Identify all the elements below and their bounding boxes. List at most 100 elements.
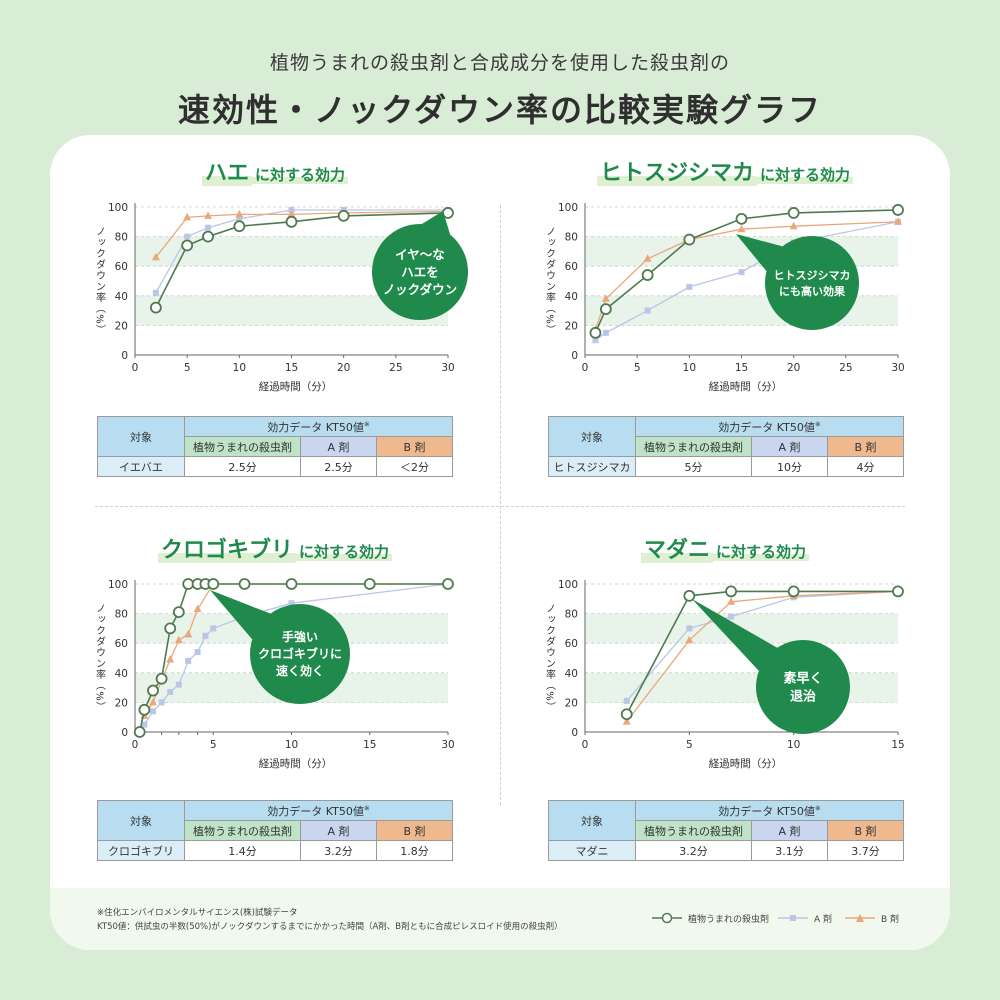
y-tick-label: 20 xyxy=(115,320,128,332)
y-tick-label: 100 xyxy=(558,202,578,214)
point-plant xyxy=(285,578,298,590)
callout-text: ヒトスジシマカ xyxy=(774,269,851,282)
x-tick-label: 5 xyxy=(686,739,693,751)
point-a xyxy=(152,289,159,296)
legend-label-a: A 剤 xyxy=(814,914,833,925)
panel-title-main: ハエ xyxy=(201,161,252,186)
callout-text: 退治 xyxy=(790,689,816,705)
table-data-header-label: 効力データ KT50値 xyxy=(718,804,815,818)
point-plant xyxy=(285,215,298,228)
col-plant: 植物うまれの殺虫剤 xyxy=(635,820,752,841)
point-plant xyxy=(683,589,696,602)
panel-title-suffix: に対する効力 xyxy=(713,543,810,561)
y-tick-label: 60 xyxy=(565,261,578,273)
point-a xyxy=(210,625,217,632)
x-tick-label: 25 xyxy=(839,362,852,374)
point-plant xyxy=(155,672,168,685)
table-data-header: 効力データ KT50値※ xyxy=(634,800,905,821)
callout-text: にも高い効果 xyxy=(779,284,845,298)
x-tick-label: 25 xyxy=(389,362,402,374)
point-a xyxy=(644,307,651,314)
y-tick-label: 60 xyxy=(115,638,128,650)
legend-marker-b-icon xyxy=(845,914,875,922)
point-plant xyxy=(599,303,612,316)
point-a xyxy=(236,215,243,222)
table-data-header-label: 効力データ KT50値 xyxy=(718,420,815,434)
kt50-table-mosquito: 対象 効力データ KT50値※ 植物うまれの殺虫剤 A 剤 B 剤 ヒトスジシマ… xyxy=(548,416,905,477)
point-plant xyxy=(238,578,251,590)
footer-note-source: ※住化エンバイロメンタルサイエンス(株)試験データ xyxy=(97,908,298,918)
x-tick-label: 15 xyxy=(285,362,298,374)
x-tick-label: 15 xyxy=(891,739,904,751)
y-tick-label: 80 xyxy=(565,609,578,621)
table-note-mark: ※ xyxy=(814,803,821,812)
table-data-header: 効力データ KT50値※ xyxy=(634,416,905,437)
x-axis-label: 経過時間（分） xyxy=(709,380,783,393)
panel-title-suffix: に対する効力 xyxy=(296,543,393,561)
point-plant xyxy=(363,578,376,590)
point-a xyxy=(141,721,148,728)
point-a xyxy=(167,689,174,696)
x-tick-label: 15 xyxy=(363,739,376,751)
point-b xyxy=(789,221,798,230)
footer: ※住化エンバイロメンタルサイエンス(株)試験データ KT50値：供試虫の半数(5… xyxy=(50,888,950,950)
point-b xyxy=(183,212,192,221)
point-b xyxy=(148,697,157,706)
table-target-header: 対象 xyxy=(548,800,636,841)
y-tick-label: 40 xyxy=(565,668,578,680)
y-tick-label: 20 xyxy=(115,697,128,709)
x-tick-label: 10 xyxy=(233,362,246,374)
panel-fly: ハエ に対する効力 0 20 40 60 80 100 0 5 10 15 20 25 30 経過時間（分）… xyxy=(50,155,500,525)
table-target-header: 対象 xyxy=(548,416,636,457)
x-tick-label: 5 xyxy=(184,362,191,374)
y-axis-label: ノックダウン率（%） xyxy=(94,226,106,336)
y-tick-label: 0 xyxy=(571,350,578,362)
y-tick-label: 40 xyxy=(115,668,128,680)
point-a xyxy=(592,337,599,344)
point-a xyxy=(202,632,209,639)
row-target: マダニ xyxy=(548,840,636,861)
table-target-header: 対象 xyxy=(97,416,185,457)
callout-pointer xyxy=(210,590,271,640)
header: 植物うまれの殺虫剤と合成成分を使用した殺虫剤の 速効性・ノックダウン率の比較実験… xyxy=(0,48,1000,131)
table-data-header: 効力データ KT50値※ xyxy=(183,800,454,821)
x-tick-label: 0 xyxy=(582,739,589,751)
y-tick-label: 0 xyxy=(121,727,128,739)
vertical-divider xyxy=(500,205,501,805)
cell-plant: 2.5分 xyxy=(184,456,301,477)
cell-plant: 1.4分 xyxy=(184,840,301,861)
panel-tick: マダニ に対する効力 0 20 40 60 80 100 0 5 10 15 経過時間（分） ノックダウ… xyxy=(500,532,950,902)
x-tick-label: 0 xyxy=(132,362,139,374)
table-note-mark: ※ xyxy=(363,803,370,812)
page-title: 速効性・ノックダウン率の比較実験グラフ xyxy=(177,91,823,129)
point-b xyxy=(166,654,175,663)
kt50-table-cockroach: 対象 効力データ KT50値※ 植物うまれの殺虫剤 A 剤 B 剤 クロゴキブリ… xyxy=(97,800,454,861)
panel-title: クロゴキブリ に対する効力 xyxy=(50,532,500,564)
x-tick-label: 20 xyxy=(787,362,800,374)
callout-text: ハエを xyxy=(401,264,439,279)
callout-bubble xyxy=(756,640,850,734)
col-plant: 植物うまれの殺虫剤 xyxy=(635,436,752,457)
point-a xyxy=(149,708,156,715)
horizontal-divider xyxy=(95,506,905,507)
point-b xyxy=(174,635,183,644)
col-a: A 剤 xyxy=(300,820,377,841)
point-plant xyxy=(172,606,185,619)
point-plant xyxy=(892,585,904,598)
callout-text: クロゴキブリに xyxy=(258,646,342,661)
point-a xyxy=(738,269,745,276)
y-tick-label: 40 xyxy=(115,291,128,303)
point-a xyxy=(194,649,201,656)
callout-pointer xyxy=(421,211,451,235)
y-tick-label: 100 xyxy=(558,579,578,591)
legend-item-a: A 剤 xyxy=(778,908,832,928)
point-b xyxy=(622,717,631,725)
point-a xyxy=(602,329,609,336)
col-b: B 剤 xyxy=(375,436,454,457)
point-b xyxy=(727,597,736,605)
point-b xyxy=(184,629,193,638)
x-tick-label: 5 xyxy=(634,362,641,374)
footer-note-definition: KT50値：供試虫の半数(50%)がノックダウンするまでにかかった時間（A剤、B… xyxy=(97,922,563,932)
x-tick-label: 5 xyxy=(210,739,217,751)
y-tick-label: 100 xyxy=(108,202,128,214)
